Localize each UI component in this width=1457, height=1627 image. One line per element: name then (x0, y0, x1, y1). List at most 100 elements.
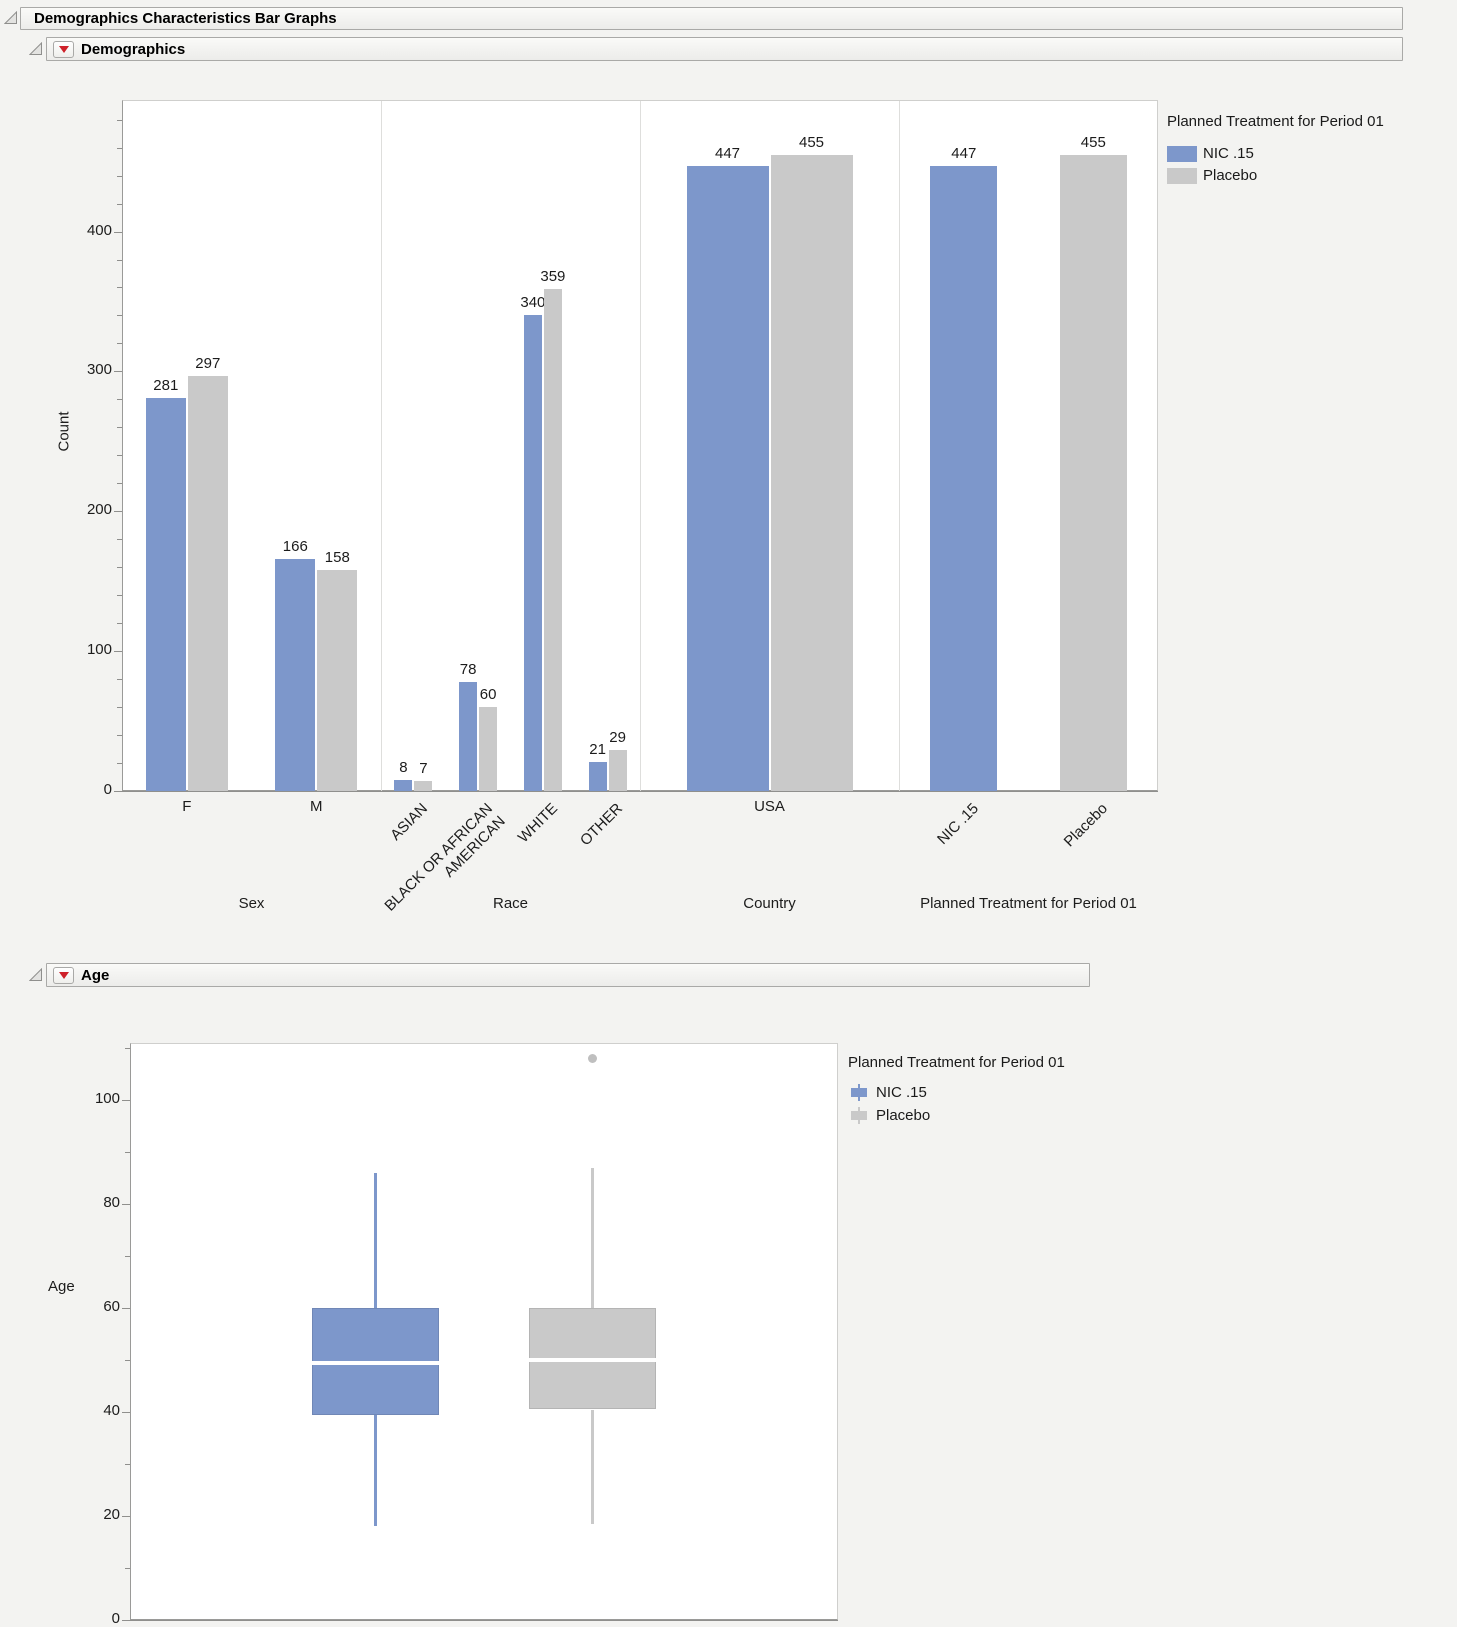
y-minor-tick (125, 1568, 130, 1569)
bar-m-nic15[interactable] (275, 558, 316, 791)
y-tick-label: 100 (86, 641, 112, 659)
x-group-label: Country (743, 895, 796, 912)
whisker-upper-placebo (590, 1167, 594, 1309)
y-tick-label: 200 (86, 501, 112, 519)
y-minor-tick (117, 595, 122, 597)
red-triangle-menu-button[interactable] (53, 967, 74, 984)
whisker-lower-placebo (590, 1409, 594, 1524)
outline-header-age[interactable]: Age (46, 963, 1090, 987)
y-major-tick (114, 791, 122, 792)
y-minor-tick (117, 427, 122, 429)
legend-title: Planned Treatment for Period 01 (1167, 113, 1384, 130)
y-tick-label: 20 (103, 1506, 120, 1523)
y-major-tick (122, 1516, 130, 1517)
bar-value-label: 297 (195, 354, 221, 372)
x-axis-line (122, 791, 1158, 792)
legend-boxglyph-nic15[interactable] (851, 1084, 867, 1101)
legend-title: Planned Treatment for Period 01 (848, 1054, 1065, 1071)
bar-value-label: 8 (399, 758, 408, 776)
bar-asian-nic15[interactable] (394, 779, 413, 791)
y-tick-label: 40 (103, 1402, 120, 1420)
y-minor-tick (125, 1048, 130, 1050)
bar-usa-nic15[interactable] (686, 165, 769, 791)
bar-other-nic15[interactable] (588, 761, 607, 791)
bar-black-or-african-american-placebo[interactable] (479, 707, 498, 791)
disclosure-triangle-icon[interactable] (3, 10, 18, 25)
plot-area (130, 1043, 838, 1620)
legend-label-placebo[interactable]: Placebo (876, 1107, 931, 1124)
y-tick-label: 60 (103, 1298, 120, 1316)
bar-value-label: 29 (609, 729, 626, 747)
bar-placebo-placebo[interactable] (1059, 154, 1127, 791)
disclosure-triangle-icon[interactable] (28, 41, 43, 56)
y-minor-tick (117, 483, 122, 485)
bar-usa-placebo[interactable] (770, 154, 853, 791)
y-minor-tick (117, 679, 122, 681)
y-major-tick (122, 1308, 130, 1310)
median-line-placebo (528, 1358, 656, 1363)
y-minor-tick (117, 343, 122, 345)
demographics-bar-chart: 0 100 200 300 400 Count Sex F 281 297 M 166 158 Race A… (56, 100, 1158, 915)
bar-value-label: 7 (419, 760, 428, 778)
disclosure-triangle-icon[interactable] (28, 967, 43, 982)
panel-divider (640, 101, 641, 791)
bar-m-placebo[interactable] (317, 570, 358, 791)
y-minor-tick (117, 287, 122, 289)
legend-swatch-nic15[interactable] (1167, 146, 1197, 162)
bar-value-label: 340 (520, 294, 546, 312)
y-minor-tick (117, 119, 122, 121)
y-major-tick (114, 371, 122, 373)
bar-other-placebo[interactable] (608, 750, 627, 791)
x-axis-line (130, 1620, 838, 1621)
bar-value-label: 166 (282, 537, 308, 555)
median-line-nic15 (311, 1360, 439, 1365)
bar-value-label: 359 (540, 267, 566, 285)
bar-value-label: 21 (589, 740, 606, 758)
whisker-upper-nic15 (373, 1173, 377, 1309)
red-triangle-icon (58, 972, 69, 979)
bar-value-label: 447 (714, 144, 741, 162)
y-minor-tick (117, 707, 122, 709)
y-minor-tick (125, 1464, 130, 1466)
bar-white-placebo[interactable] (543, 288, 562, 791)
bar-nic-15-nic15[interactable] (930, 165, 998, 791)
bar-asian-placebo[interactable] (414, 781, 433, 791)
y-tick-label: 400 (86, 221, 112, 239)
legend-label-nic15[interactable]: NIC .15 (1203, 145, 1254, 162)
y-minor-tick (125, 1256, 130, 1258)
y-axis-label: Age (48, 1278, 75, 1295)
y-major-tick (122, 1100, 130, 1102)
y-major-tick (114, 231, 122, 233)
y-minor-tick (117, 315, 122, 317)
y-major-tick (122, 1412, 130, 1414)
legend-swatch-placebo[interactable] (1167, 168, 1197, 184)
red-triangle-menu-button[interactable] (53, 41, 74, 58)
red-triangle-icon (58, 46, 69, 53)
bar-f-nic15[interactable] (145, 397, 186, 791)
legend-label-nic15[interactable]: NIC .15 (876, 1084, 927, 1101)
y-minor-tick (117, 567, 122, 569)
y-minor-tick (117, 539, 122, 541)
outline-header-root[interactable]: Demographics Characteristics Bar Graphs (20, 7, 1403, 30)
bar-value-label: 78 (459, 660, 477, 678)
x-tick-label: M (310, 798, 323, 815)
x-tick-label: USA (754, 798, 785, 815)
outline-header-demographics[interactable]: Demographics (46, 37, 1403, 61)
bar-value-label: 455 (798, 133, 825, 151)
bar-value-label: 455 (1080, 133, 1106, 151)
y-minor-tick (117, 735, 122, 736)
y-minor-tick (117, 175, 122, 177)
x-tick-label: F (182, 798, 192, 815)
y-major-tick (122, 1204, 130, 1206)
bar-white-nic15[interactable] (523, 315, 542, 791)
x-group-label: Race (492, 895, 529, 912)
y-minor-tick (117, 455, 122, 457)
legend-boxglyph-placebo[interactable] (851, 1107, 867, 1124)
bar-black-or-african-american-nic15[interactable] (459, 681, 478, 791)
bar-f-placebo[interactable] (187, 375, 228, 791)
legend-label-placebo[interactable]: Placebo (1203, 167, 1258, 184)
outlier-point-placebo[interactable] (587, 1054, 597, 1064)
x-group-label: Planned Treatment for Period 01 (920, 895, 1137, 912)
